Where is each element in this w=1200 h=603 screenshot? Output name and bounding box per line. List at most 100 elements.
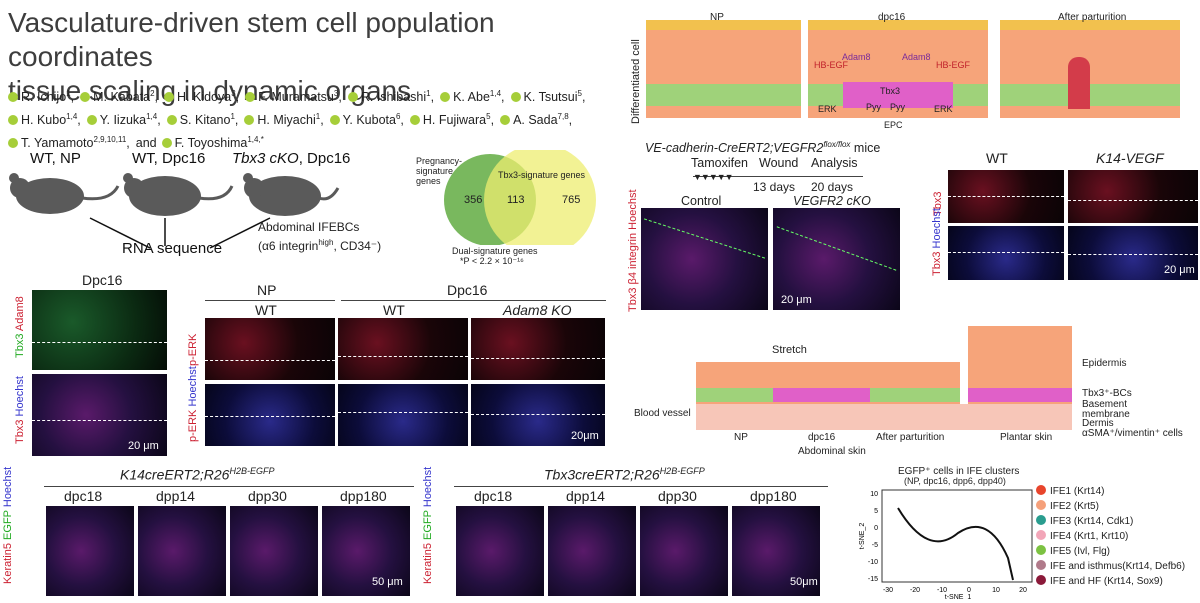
days20: 20 days — [811, 180, 854, 194]
orcid-icon — [409, 115, 420, 126]
orcid-icon — [8, 115, 18, 126]
dpc16-tbx3-adam8: Tbx3 Adam8 — [14, 296, 26, 358]
lineage-left-title: K14creERT2;R26H2B-EGFP — [120, 466, 275, 483]
venn-right-label: Tbx3-signature genes — [498, 170, 586, 180]
perk-wt1: WT — [255, 302, 277, 318]
lineage-col-label: dpc18 — [64, 488, 103, 504]
micrograph-vegfr2: 20 μm — [773, 208, 900, 310]
author-entry[interactable]: A. Sada7,8, — [500, 112, 572, 127]
orcid-icon — [329, 115, 340, 126]
lineage-micrograph — [46, 506, 134, 596]
legend-swatch — [1036, 545, 1046, 555]
schematic-np-label: NP — [710, 12, 724, 23]
skin-schematic: Stretch Blood vessel Epidermis Tbx3⁺-BCs… — [630, 322, 1200, 462]
lineage-col-label: dpc18 — [474, 488, 513, 504]
diff-cell-label: Differentiated cell — [630, 39, 642, 124]
k14vegf-label: K14-VEGF — [1096, 150, 1164, 166]
lineage-micrograph — [548, 506, 636, 596]
vecad-panel: VE-cadherin-CreERT2;VEGFR2flox/flox mice… — [625, 140, 925, 320]
orcid-icon — [164, 92, 175, 103]
tsne-ytick: 10 — [870, 491, 878, 498]
tbx3-label: Tbx3 — [880, 86, 901, 96]
micrograph-perk-adam8 — [471, 318, 605, 380]
basement-label: Basement membrane — [1082, 399, 1130, 420]
blood-vessel-label: Blood vessel — [634, 408, 691, 419]
author-entry[interactable]: T. Yamamoto2,9,10,11, — [8, 135, 130, 150]
author-entry[interactable]: K. Tsutsui5, — [510, 89, 585, 104]
mouse-icon-np — [9, 173, 120, 214]
epc-label: EPC — [884, 120, 903, 130]
author-entry[interactable]: S. Kitano1, — [166, 112, 238, 127]
tbx3bcs-label: Tbx3⁺-BCs — [1082, 388, 1132, 399]
author-entry[interactable]: H. Kubo1,4, — [8, 112, 81, 127]
micrograph-perk-np — [205, 318, 335, 380]
micrograph-dpc16-adam8 — [32, 290, 167, 370]
arrows-to-rnaseq — [89, 217, 271, 249]
stain-left-label: Tbx3 β4 integrin Hoechst — [627, 189, 639, 313]
asma-label: αSMA⁺/vimentin⁺ cells — [1082, 428, 1183, 439]
adam8-right: Adam8 — [902, 52, 931, 62]
perk-panel: NP Dpc16 WT WT Adam8 KO 20μm p-ERK p-ERK… — [185, 282, 610, 452]
micrograph-wt-hoechst — [948, 226, 1064, 280]
orcid-icon — [510, 92, 521, 103]
orcid-icon — [86, 115, 97, 126]
epidermis-label: Epidermis — [1082, 358, 1127, 369]
control-label: Control — [681, 194, 722, 208]
tsne-legend-item: IFE1 (Krt14) — [1036, 484, 1200, 499]
schematic-top: Differentiated cell NP dpc16 After partu… — [628, 12, 1200, 132]
lineage-micrograph — [230, 506, 318, 596]
tsne-xtick: 20 — [1019, 587, 1027, 594]
lineage-micrograph — [640, 506, 728, 596]
orcid-icon — [440, 92, 451, 103]
tsne-xtick: -30 — [883, 587, 893, 594]
author-entry[interactable]: H. Miyachi1, — [244, 112, 324, 127]
tsne-legend-item: IFE and HF (Krt14, Sox9) — [1036, 574, 1200, 589]
author-entry[interactable]: F. Muramatsu3, — [245, 89, 342, 104]
author-entry[interactable]: F. Toyoshima1,4,* — [161, 135, 264, 150]
tsne-ylabel: t-SNE_2 — [859, 523, 866, 550]
tsne-ytick: -10 — [868, 559, 878, 566]
vecad-title: VE-cadherin-CreERT2;VEGFR2flox/flox mice — [645, 140, 881, 156]
plantar-label: Plantar skin — [1000, 432, 1053, 443]
tsne-trajectory — [897, 507, 1014, 581]
tsne-xtick: -20 — [910, 587, 920, 594]
tsne-legend-item: IFE2 (Krt5) — [1036, 499, 1200, 514]
perk-dpc16: Dpc16 — [447, 282, 488, 298]
mice-illustration — [9, 173, 340, 249]
author-entry[interactable]: H. Kidoya3, — [164, 89, 239, 104]
mouse-icon-dpc16 — [123, 173, 234, 216]
label-rna-seq: RNA sequence — [122, 240, 223, 257]
dermis-label: Dermis — [1082, 418, 1114, 429]
dermis-layer — [696, 404, 1072, 430]
abdominal-label: Abdominal skin — [798, 446, 866, 457]
k14-panel: WT K14-VEGF 20 μm Tbx3 Tbx3 Hoechst — [930, 150, 1200, 280]
perk-np: NP — [257, 282, 277, 298]
micrograph-perk-wt — [338, 318, 468, 380]
days13: 13 days — [753, 180, 796, 194]
author-entry[interactable]: H. Fujiwara5, — [409, 112, 494, 127]
author-entry[interactable]: R. Ichijo1, — [8, 89, 74, 104]
legend-swatch — [1036, 500, 1046, 510]
orcid-icon — [161, 138, 172, 149]
author-entry[interactable]: M. Kabata2, — [80, 89, 158, 104]
micrograph-wt-tbx3 — [948, 170, 1064, 223]
venn-left-count: 356 — [464, 194, 483, 206]
hbegf-left: HB-EGF — [814, 60, 849, 70]
author-entry[interactable]: Y. Iizuka1,4, — [86, 112, 161, 127]
vegfr2-label: VEGFR2 cKO — [793, 194, 871, 208]
author-entry[interactable]: R. Ishibashi1, — [347, 89, 434, 104]
tsne-legend-item: IFE5 (Ivl, Flg) — [1036, 544, 1200, 559]
perk-wt2: WT — [383, 302, 405, 318]
venn-left-label: Pregnancy-signature genes — [416, 156, 463, 186]
tsne-legend-item: IFE3 (Krt14, Cdk1) — [1036, 514, 1200, 529]
dpc16-panel: Dpc16 20 μm Tbx3 Adam8 Tbx3 Hoechst — [0, 272, 170, 457]
lineage-right-stain: Keratin5 EGFP Hoechst — [422, 466, 434, 584]
label-wt-dpc16: WT, Dpc16 — [132, 150, 206, 167]
analysis-label: Analysis — [811, 156, 858, 170]
lineage-left-scale: 50 μm — [372, 576, 403, 588]
tsne-panel: EGFP⁺ cells in IFE clusters (NP, dpc16, … — [858, 466, 1200, 600]
ifebc-label: Abdominal IFEBCs (α6 integrinhigh, CD34⁻… — [258, 220, 382, 253]
venn-overlap-count: 113 — [507, 194, 525, 206]
author-entry[interactable]: K. Abe1,4, — [440, 89, 505, 104]
author-entry[interactable]: Y. Kubota6, — [329, 112, 404, 127]
